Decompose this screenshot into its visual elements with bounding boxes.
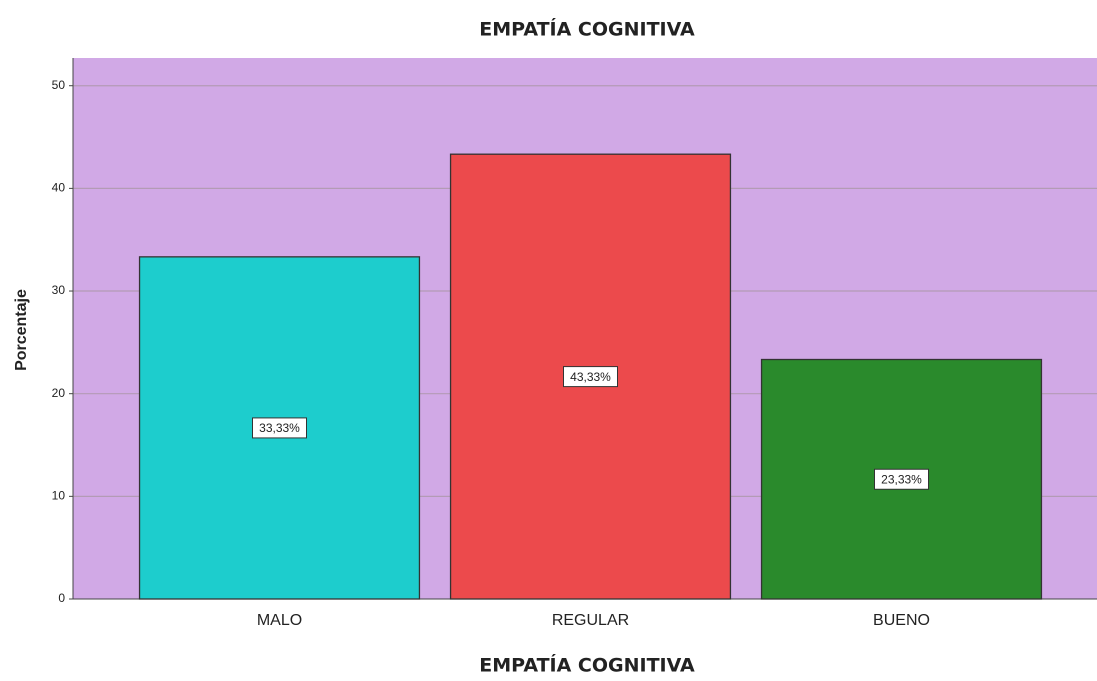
chart-title: EMPATÍA COGNITIVA [479, 18, 695, 41]
x-tick-label: REGULAR [552, 612, 629, 629]
y-tick-label: 20 [52, 386, 66, 400]
data-label-box [874, 468, 929, 490]
y-tick-label: 50 [52, 78, 66, 92]
y-axis-label: Porcentaje [13, 289, 30, 371]
x-tick-label: MALO [257, 612, 302, 629]
data-label: 23,33% [881, 472, 922, 486]
data-label-box [563, 366, 618, 388]
data-label: 33,33% [259, 421, 300, 435]
x-axis-label: EMPATÍA COGNITIVA [479, 654, 695, 677]
data-label: 43,33% [570, 370, 611, 384]
y-tick-label: 10 [52, 489, 66, 503]
y-tick-label: 0 [58, 591, 65, 605]
x-tick-label: BUENO [873, 612, 930, 629]
y-tick-label: 40 [52, 181, 66, 195]
data-label-box [252, 417, 307, 439]
y-tick-label: 30 [52, 283, 66, 297]
